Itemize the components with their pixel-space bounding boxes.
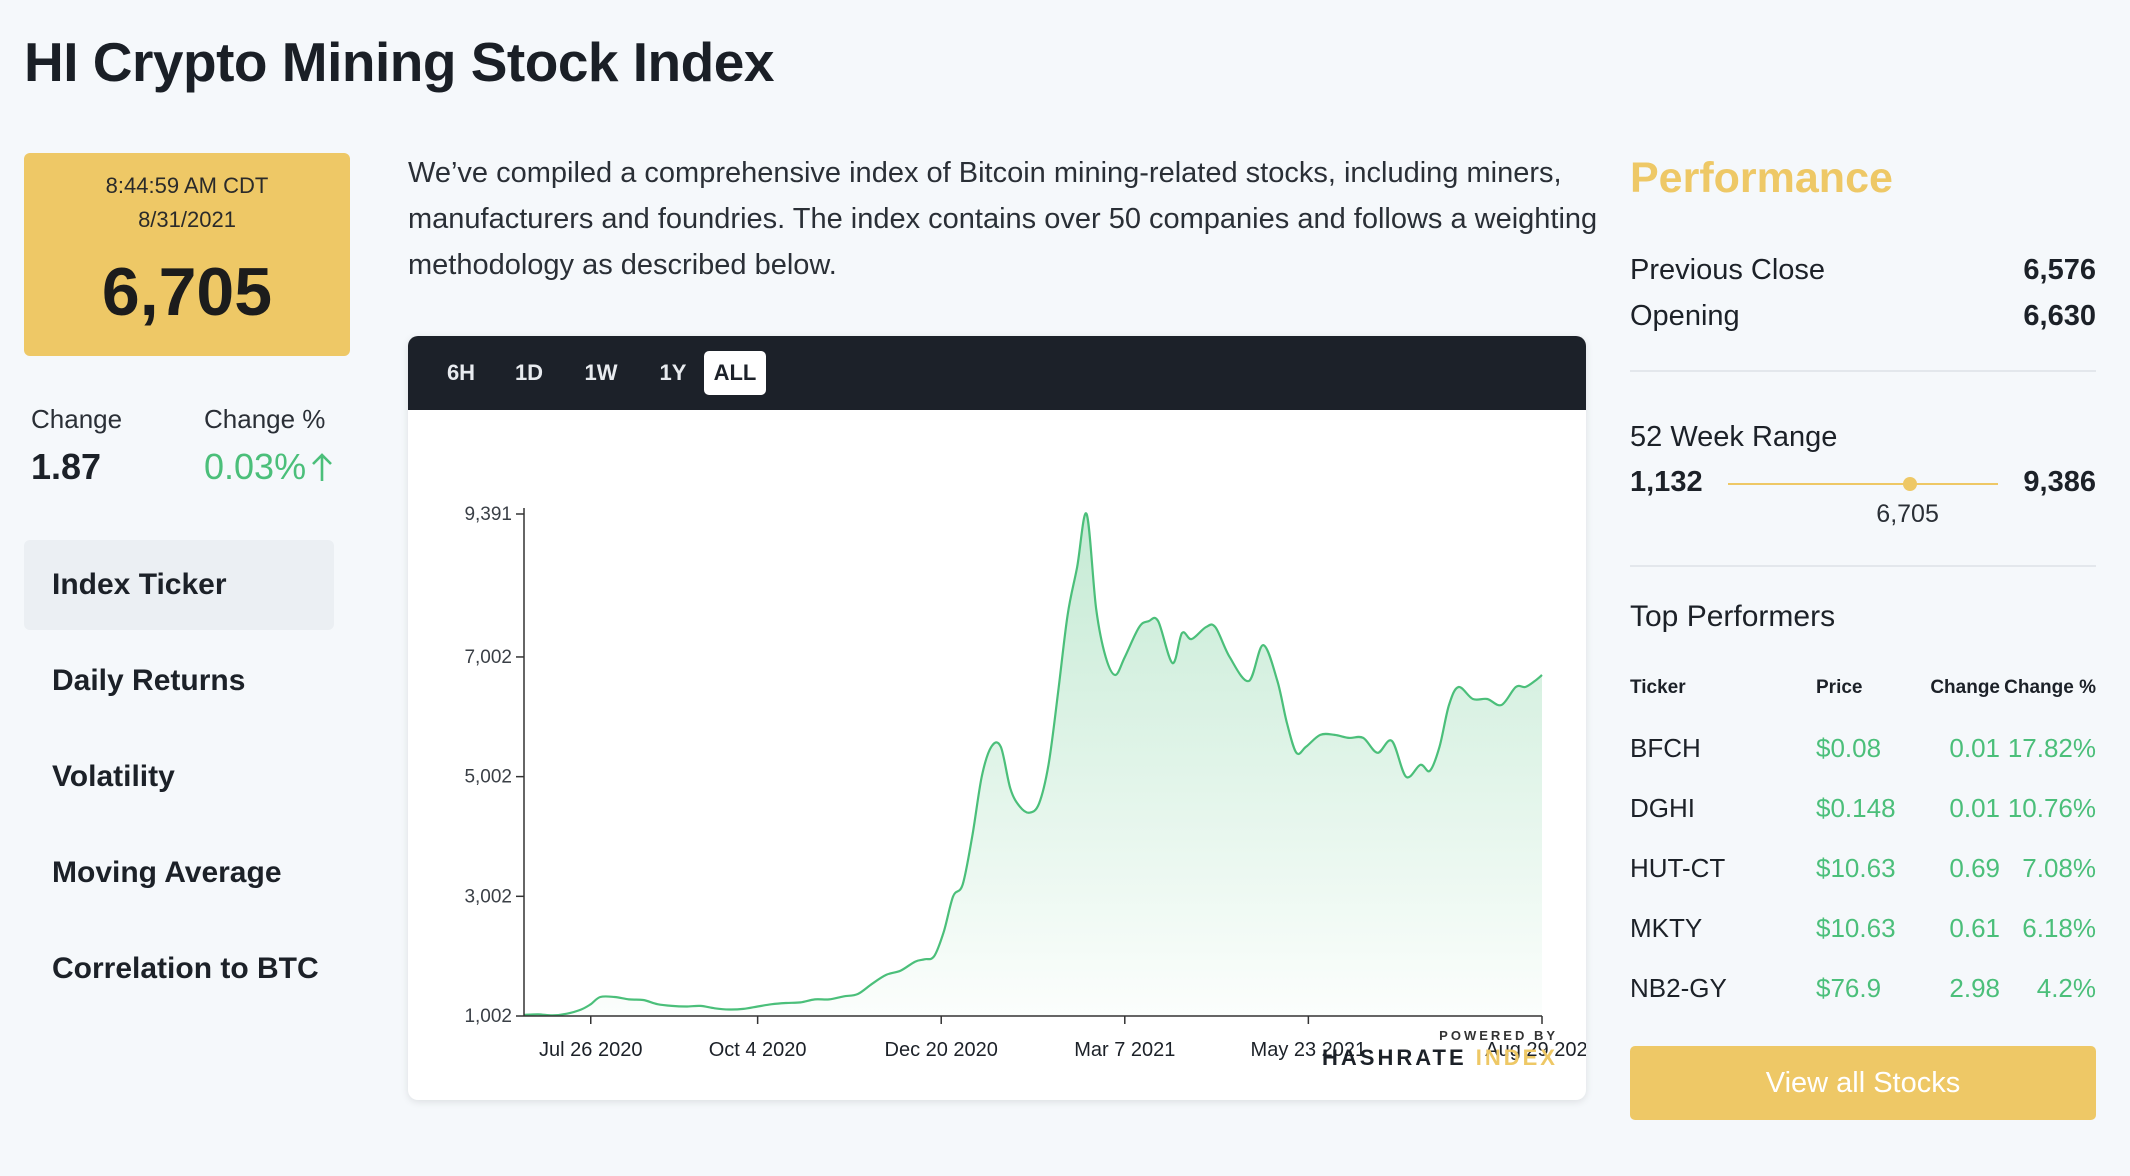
- brand-index: INDEX: [1475, 1045, 1558, 1070]
- index-price-card: 8:44:59 AM CDT 8/31/2021 6,705: [24, 153, 350, 356]
- row-ticker: DGHI: [1630, 792, 1695, 823]
- row-price: $0.08: [1816, 732, 1882, 763]
- nav-item-volatility[interactable]: Volatility: [52, 760, 175, 793]
- opening-value: 6,630: [2023, 300, 2096, 332]
- y-tick-label: 5,002: [464, 767, 512, 788]
- divider: [1630, 565, 2096, 567]
- row-change: 0.61: [1949, 912, 2000, 943]
- nav-item-daily-returns[interactable]: Daily Returns: [52, 664, 246, 697]
- header-price: Price: [1816, 677, 1863, 698]
- row-change: 0.01: [1949, 792, 2000, 823]
- change-value: 1.87: [31, 446, 102, 487]
- row-price: $10.63: [1816, 912, 1896, 943]
- week-range-high: 9,386: [2023, 466, 2096, 498]
- top-performers-table: Ticker Price Change Change % BFCH $0.08 …: [1630, 672, 2096, 1018]
- table-row[interactable]: BFCH $0.08 0.01 17.82%: [1630, 718, 2096, 778]
- row-price: $10.63: [1816, 852, 1896, 883]
- x-tick-label: May 23 2021: [1251, 1039, 1367, 1061]
- performance-title: Performance: [1630, 154, 1893, 202]
- table-row[interactable]: MKTY $10.63 0.61 6.18%: [1630, 898, 2096, 958]
- arrow-up-icon: [310, 451, 334, 483]
- change-pct-value: 0.03%: [204, 446, 307, 487]
- nav-item-moving-average[interactable]: Moving Average: [52, 856, 282, 889]
- chart-area-fill: [524, 513, 1542, 1016]
- previous-close-row: Previous Close 6,576: [1630, 254, 2096, 287]
- row-change-pct: 6.18%: [2022, 912, 2096, 943]
- powered-by-text: POWERED BY: [1439, 1028, 1558, 1043]
- row-change-pct: 10.76%: [2007, 792, 2096, 823]
- previous-close-label: Previous Close: [1630, 254, 1826, 286]
- y-tick-label: 9,391: [464, 504, 512, 525]
- range-all-button[interactable]: ALL: [704, 351, 766, 395]
- opening-row: Opening 6,630: [1630, 300, 2096, 333]
- y-tick-label: 1,002: [464, 1006, 512, 1027]
- table-row[interactable]: NB2-GY $76.9 2.98 4.2%: [1630, 958, 2096, 1018]
- change-pct: 0.03%: [204, 446, 334, 488]
- range-1d-button[interactable]: 1D: [514, 360, 544, 385]
- previous-close-value: 6,576: [2023, 254, 2096, 286]
- row-ticker: HUT-CT: [1630, 852, 1726, 883]
- header-change: Change: [1930, 677, 2000, 698]
- x-tick-label: Aug 29 2021: [1485, 1039, 1586, 1061]
- intro-text: We’ve compiled a comprehensive index of …: [408, 157, 1598, 281]
- x-tick-label: Oct 4 2020: [709, 1039, 807, 1061]
- index-area-chart: 1,002 3,002 5,002 7,002 9,391 Jul 26 2020 Oct …: [464, 504, 1586, 1061]
- top-performers-title: Top Performers: [1630, 600, 1836, 633]
- range-6h-button[interactable]: 6H: [446, 360, 476, 385]
- row-change: 2.98: [1949, 972, 2000, 1003]
- x-tick-label: Jul 26 2020: [539, 1039, 642, 1061]
- range-1w-button[interactable]: 1W: [584, 360, 618, 385]
- chart-series-line: [523, 512, 1543, 1017]
- nav-item-index-ticker[interactable]: Index Ticker: [24, 540, 334, 630]
- x-tick-label: Mar 7 2021: [1074, 1039, 1175, 1061]
- row-ticker: MKTY: [1630, 912, 1703, 943]
- week-range-low: 1,132: [1630, 466, 1703, 498]
- sidebar-nav: Index Ticker Daily Returns Volatility Mo…: [24, 540, 334, 1020]
- week-range-marker: [1903, 477, 1918, 491]
- divider: [1630, 370, 2096, 372]
- header-ticker: Ticker: [1630, 677, 1686, 698]
- table-header: Ticker Price Change Change %: [1630, 672, 2096, 704]
- week-range-label: 52 Week Range: [1630, 421, 1838, 453]
- price-time: 8:44:59 AM CDT: [105, 173, 269, 198]
- row-change: 0.69: [1949, 852, 2000, 883]
- row-change: 0.01: [1949, 732, 2000, 763]
- y-tick-label: 3,002: [464, 886, 512, 907]
- change-pct-label: Change %: [204, 404, 326, 434]
- price-date: 8/31/2021: [138, 207, 236, 232]
- row-change-pct: 17.82%: [2007, 732, 2096, 763]
- row-ticker: BFCH: [1630, 732, 1701, 763]
- opening-label: Opening: [1630, 300, 1740, 332]
- view-all-stocks-button[interactable]: View all Stocks: [1630, 1046, 2096, 1120]
- row-price: $0.148: [1816, 792, 1896, 823]
- week-range-current: 6,705: [1876, 500, 1939, 528]
- index-value: 6,705: [101, 254, 273, 330]
- table-row[interactable]: DGHI $0.148 0.01 10.76%: [1630, 778, 2096, 838]
- row-ticker: NB2-GY: [1630, 972, 1727, 1003]
- chart-range-toolbar: 6H 1D 1W 1Y ALL: [408, 336, 1586, 410]
- nav-item-correlation-btc[interactable]: Correlation to BTC: [52, 952, 319, 985]
- brand-hashrate: HASHRATE: [1322, 1045, 1467, 1070]
- table-row[interactable]: HUT-CT $10.63 0.69 7.08%: [1630, 838, 2096, 898]
- header-change-pct: Change %: [2004, 677, 2096, 698]
- page-title: HI Crypto Mining Stock Index: [24, 31, 774, 93]
- week-range-track: [1728, 483, 1998, 485]
- powered-by-logo: POWERED BY HASHRATE INDEX: [1322, 1028, 1558, 1071]
- x-tick-label: Dec 20 2020: [885, 1039, 998, 1061]
- row-price: $76.9: [1816, 972, 1882, 1003]
- range-1y-button[interactable]: 1Y: [659, 360, 687, 385]
- row-change-pct: 7.08%: [2022, 852, 2096, 883]
- chart-card: 6H 1D 1W 1Y ALL 1,002 3,002 5,002 7,002 9,39…: [408, 336, 1586, 1100]
- y-tick-label: 7,002: [464, 647, 512, 668]
- change-label: Change: [31, 404, 123, 434]
- row-change-pct: 4.2%: [2036, 972, 2096, 1003]
